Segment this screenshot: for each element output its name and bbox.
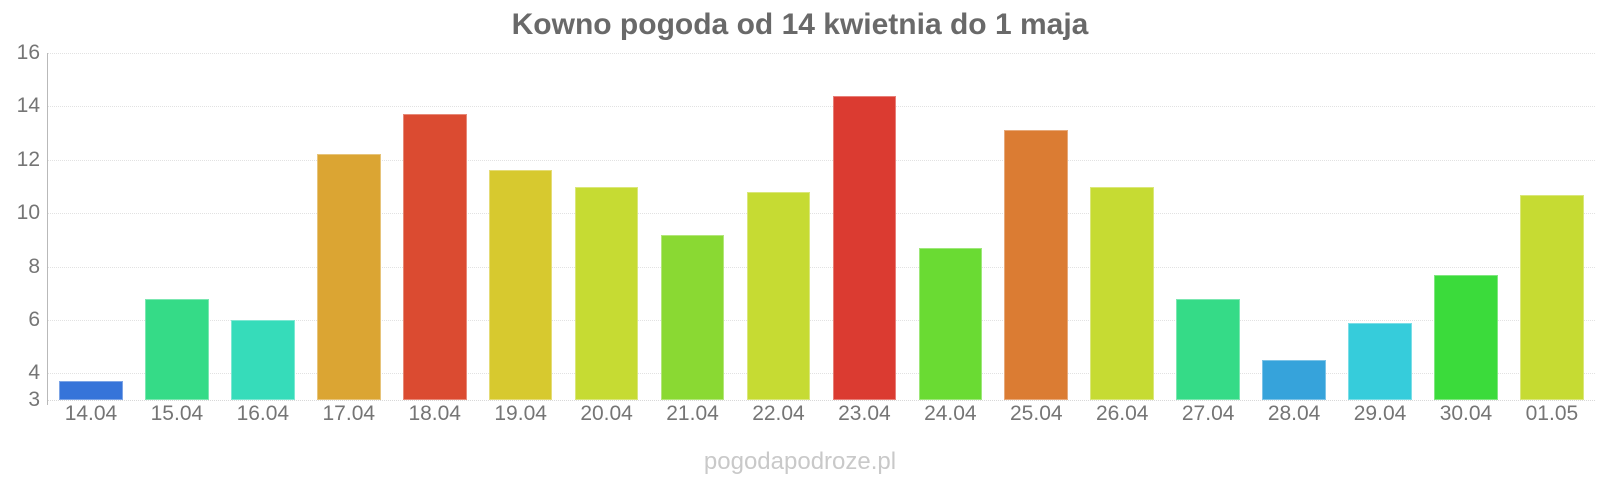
bar-18.04[interactable] bbox=[402, 114, 467, 400]
bar-23.04[interactable] bbox=[832, 95, 897, 400]
bar-slot-24.04 bbox=[907, 53, 993, 400]
x-tick-label-27.04: 27.04 bbox=[1181, 402, 1235, 425]
y-axis-line bbox=[47, 53, 48, 405]
x-tick-label-21.04: 21.04 bbox=[666, 402, 719, 425]
gridline-10 bbox=[48, 213, 1595, 215]
bar-slot-21.04 bbox=[650, 53, 736, 400]
x-tick-label-24.04: 24.04 bbox=[924, 402, 977, 425]
x-tick-label-19.04: 19.04 bbox=[494, 402, 547, 425]
gridline-8 bbox=[48, 266, 1595, 268]
x-tick-label-20.04: 20.04 bbox=[580, 402, 633, 425]
x-tick-label-28.04: 28.04 bbox=[1267, 402, 1321, 425]
bar-29.04[interactable] bbox=[1348, 322, 1412, 400]
y-tick-label-16: 16 bbox=[16, 41, 40, 64]
x-tick-label-29.04: 29.04 bbox=[1353, 402, 1407, 425]
bar-19.04[interactable] bbox=[488, 170, 553, 400]
x-tick-label-25.04: 25.04 bbox=[1010, 402, 1063, 425]
bar-24.04[interactable] bbox=[918, 247, 983, 400]
bar-slot-28.04 bbox=[1251, 53, 1337, 400]
x-tick-label-01.05: 01.05 bbox=[1525, 402, 1579, 425]
plot-area bbox=[47, 53, 1595, 405]
gridline-12 bbox=[48, 159, 1595, 161]
y-axis: 16 14 12 10 8 6 4 3 bbox=[0, 41, 40, 411]
y-tick-label-12: 12 bbox=[16, 147, 40, 171]
bar-30.04[interactable] bbox=[1434, 274, 1498, 400]
bar-16.04[interactable] bbox=[231, 319, 295, 400]
bar-slot-30.04 bbox=[1423, 53, 1509, 400]
bar-slot-22.04 bbox=[736, 53, 822, 400]
bar-slot-27.04 bbox=[1165, 53, 1251, 400]
gridline-16 bbox=[48, 53, 1595, 54]
gridline-6 bbox=[48, 319, 1595, 321]
watermark: pogodapodroze.pl bbox=[703, 448, 897, 475]
bar-slot-23.04 bbox=[821, 53, 907, 400]
bar-slot-26.04 bbox=[1079, 53, 1165, 400]
y-tick-label-14: 14 bbox=[16, 94, 40, 118]
bar-slot-16.04 bbox=[220, 53, 306, 400]
bar-15.04[interactable] bbox=[145, 298, 209, 400]
gridline-14 bbox=[48, 106, 1595, 108]
bar-26.04[interactable] bbox=[1090, 186, 1155, 400]
x-tick-label-15.04: 15.04 bbox=[150, 402, 204, 425]
bar-slot-29.04 bbox=[1337, 53, 1423, 400]
y-tick-label-6: 6 bbox=[28, 307, 40, 331]
chart-title: Kowno pogoda od 14 kwietnia do 1 maja bbox=[511, 8, 1089, 41]
x-axis: 14.04 15.04 16.04 17.04 18.04 19.04 20.04 21.04… bbox=[48, 402, 1595, 426]
bar-21.04[interactable] bbox=[660, 234, 725, 400]
bar-series bbox=[48, 53, 1595, 400]
y-tick-label-10: 10 bbox=[16, 201, 40, 225]
y-tick-label-8: 8 bbox=[28, 254, 40, 278]
x-tick-label-26.04: 26.04 bbox=[1095, 402, 1149, 425]
x-tick-label-30.04: 30.04 bbox=[1439, 402, 1493, 425]
x-tick-label-17.04: 17.04 bbox=[322, 402, 376, 425]
bar-slot-15.04 bbox=[134, 53, 220, 400]
bar-14.04[interactable] bbox=[59, 381, 123, 400]
y-tick-label-3: 3 bbox=[28, 388, 40, 411]
bar-slot-19.04 bbox=[478, 53, 564, 400]
bar-slot-20.04 bbox=[564, 53, 650, 400]
bar-01.05[interactable] bbox=[1520, 194, 1584, 400]
x-tick-label-23.04: 23.04 bbox=[838, 402, 891, 425]
bar-slot-18.04 bbox=[392, 53, 478, 400]
bar-22.04[interactable] bbox=[746, 191, 811, 400]
bar-slot-14.04 bbox=[48, 53, 134, 400]
gridline-3 bbox=[48, 400, 1595, 401]
bar-slot-17.04 bbox=[306, 53, 392, 400]
bar-27.04[interactable] bbox=[1176, 298, 1240, 400]
bar-17.04[interactable] bbox=[316, 154, 381, 400]
x-tick-label-18.04: 18.04 bbox=[408, 402, 461, 425]
bar-28.04[interactable] bbox=[1262, 360, 1326, 400]
bar-20.04[interactable] bbox=[574, 186, 639, 400]
gridline-4 bbox=[48, 373, 1595, 375]
bar-slot-01.05 bbox=[1509, 53, 1595, 400]
x-tick-label-14.04: 14.04 bbox=[64, 402, 118, 425]
bar-slot-25.04 bbox=[993, 53, 1079, 400]
bar-25.04[interactable] bbox=[1004, 130, 1069, 400]
x-tick-label-22.04: 22.04 bbox=[752, 402, 805, 425]
x-tick-label-16.04: 16.04 bbox=[236, 402, 290, 425]
y-tick-label-4: 4 bbox=[28, 361, 40, 385]
